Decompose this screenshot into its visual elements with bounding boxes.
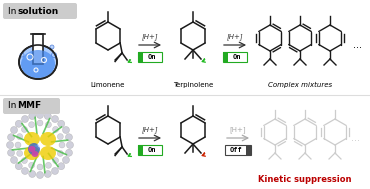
Circle shape bbox=[65, 149, 73, 156]
Ellipse shape bbox=[21, 50, 55, 78]
Circle shape bbox=[21, 167, 28, 174]
FancyBboxPatch shape bbox=[225, 145, 251, 155]
Ellipse shape bbox=[24, 132, 40, 146]
FancyBboxPatch shape bbox=[138, 145, 162, 155]
Circle shape bbox=[63, 126, 70, 133]
Circle shape bbox=[7, 149, 14, 156]
Bar bbox=[223, 52, 228, 62]
Bar bbox=[33, 34, 43, 64]
FancyArrowPatch shape bbox=[202, 153, 205, 156]
Text: Kinetic suppression: Kinetic suppression bbox=[258, 176, 352, 184]
Circle shape bbox=[58, 120, 65, 127]
Text: ...: ... bbox=[353, 40, 363, 50]
Circle shape bbox=[67, 142, 74, 149]
Circle shape bbox=[63, 156, 70, 163]
Bar bbox=[138, 52, 143, 62]
Bar bbox=[138, 145, 143, 155]
Text: [H+]: [H+] bbox=[230, 127, 246, 133]
FancyBboxPatch shape bbox=[3, 3, 77, 19]
Text: On: On bbox=[148, 147, 156, 153]
Text: [H+]: [H+] bbox=[227, 34, 243, 40]
Text: ...: ... bbox=[352, 133, 360, 143]
FancyBboxPatch shape bbox=[3, 98, 60, 114]
Circle shape bbox=[57, 134, 63, 140]
Circle shape bbox=[29, 112, 36, 119]
Circle shape bbox=[57, 150, 63, 156]
Ellipse shape bbox=[37, 143, 43, 147]
Ellipse shape bbox=[24, 146, 40, 160]
Ellipse shape bbox=[28, 143, 40, 155]
Circle shape bbox=[28, 162, 34, 168]
Circle shape bbox=[51, 167, 58, 174]
Text: MMF: MMF bbox=[17, 101, 41, 111]
Circle shape bbox=[29, 170, 36, 177]
Circle shape bbox=[37, 171, 44, 178]
Circle shape bbox=[17, 150, 23, 156]
Circle shape bbox=[15, 120, 22, 127]
Text: Off: Off bbox=[230, 147, 242, 153]
Circle shape bbox=[44, 170, 51, 177]
Ellipse shape bbox=[19, 45, 57, 79]
Text: In: In bbox=[8, 101, 19, 111]
Circle shape bbox=[7, 142, 13, 149]
Circle shape bbox=[21, 158, 27, 163]
Text: Limonene: Limonene bbox=[91, 82, 125, 88]
Ellipse shape bbox=[40, 146, 56, 160]
FancyBboxPatch shape bbox=[223, 52, 247, 62]
Circle shape bbox=[15, 142, 21, 148]
Text: On: On bbox=[233, 54, 241, 60]
Circle shape bbox=[37, 120, 43, 126]
Circle shape bbox=[65, 134, 73, 141]
Circle shape bbox=[44, 112, 51, 119]
Ellipse shape bbox=[28, 146, 36, 152]
Circle shape bbox=[21, 126, 27, 132]
Text: On: On bbox=[148, 54, 156, 60]
Circle shape bbox=[51, 115, 58, 122]
Circle shape bbox=[50, 45, 54, 49]
Circle shape bbox=[28, 122, 34, 128]
Text: solution: solution bbox=[17, 6, 58, 15]
Text: Complex mixtures: Complex mixtures bbox=[268, 82, 332, 88]
Text: In: In bbox=[8, 6, 19, 15]
Circle shape bbox=[37, 112, 44, 119]
Circle shape bbox=[10, 156, 17, 163]
Circle shape bbox=[15, 163, 22, 170]
FancyArrowPatch shape bbox=[128, 154, 131, 156]
Text: [H+]: [H+] bbox=[142, 127, 158, 133]
Ellipse shape bbox=[40, 132, 56, 146]
Text: Terpinolene: Terpinolene bbox=[173, 82, 213, 88]
FancyArrowPatch shape bbox=[202, 59, 205, 62]
Circle shape bbox=[10, 126, 17, 133]
Circle shape bbox=[21, 115, 28, 122]
Circle shape bbox=[20, 53, 24, 57]
Circle shape bbox=[17, 134, 23, 140]
Circle shape bbox=[7, 134, 14, 141]
Circle shape bbox=[46, 162, 51, 168]
Circle shape bbox=[51, 53, 57, 57]
Ellipse shape bbox=[31, 151, 38, 157]
Circle shape bbox=[46, 122, 51, 128]
Circle shape bbox=[53, 158, 58, 163]
Circle shape bbox=[53, 126, 58, 132]
FancyArrowPatch shape bbox=[128, 60, 131, 62]
Circle shape bbox=[58, 163, 65, 170]
FancyBboxPatch shape bbox=[138, 52, 162, 62]
Text: [H+]: [H+] bbox=[142, 34, 158, 40]
Circle shape bbox=[59, 142, 65, 148]
Bar bbox=[246, 145, 251, 155]
Circle shape bbox=[37, 164, 43, 170]
